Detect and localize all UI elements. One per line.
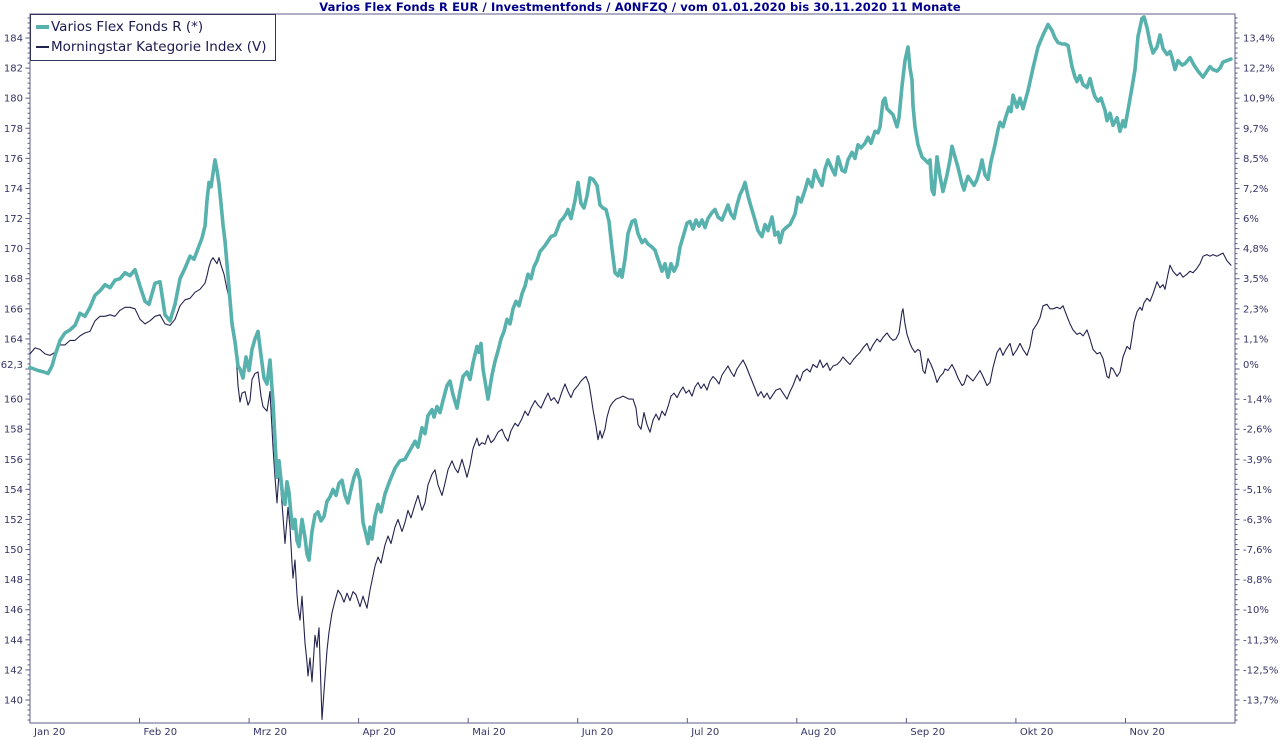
index-line	[29, 252, 1232, 721]
x-axis-month-label: Jan 20	[33, 727, 65, 738]
y-axis-left-label: 172	[4, 214, 23, 225]
chart-title: Varios Flex Fonds R EUR / Investmentfond…	[319, 0, 961, 14]
legend-label-fund: Varios Flex Fonds R (*)	[51, 19, 204, 35]
x-axis-month-label: Mai 20	[472, 727, 505, 738]
legend-item-fund: Varios Flex Fonds R (*)	[36, 17, 267, 37]
x-axis-month-label: Sep 20	[910, 727, 945, 738]
legend-label-index: Morningstar Kategorie Index (V)	[51, 39, 267, 55]
index-line-swatch	[36, 46, 49, 48]
plot-frame	[29, 13, 1236, 724]
y-axis-right-label: 1,1%	[1243, 334, 1268, 345]
x-axis-month-label: Okt 20	[1020, 727, 1054, 738]
y-axis-left-label: 148	[4, 575, 23, 586]
y-axis-right-label: 4,8%	[1243, 244, 1268, 255]
y-axis-right-label: -5,1%	[1243, 485, 1272, 496]
y-axis-right-label: 12,2%	[1243, 64, 1275, 75]
y-axis-right-label: -1,4%	[1243, 395, 1272, 406]
y-axis-right-label: 10,9%	[1243, 94, 1275, 105]
x-axis-month-label: Feb 20	[144, 727, 178, 738]
y-axis-left-label: 142	[4, 665, 23, 676]
y-axis-right-label: -13,7%	[1243, 695, 1278, 706]
y-axis-left-label: 140	[4, 695, 23, 706]
y-axis-right-label: 6%	[1243, 214, 1259, 225]
y-axis-right-label: -7,6%	[1243, 545, 1272, 556]
y-axis-right-label: -3,9%	[1243, 455, 1272, 466]
y-axis-left-label: 156	[4, 455, 23, 466]
y-axis-left-label: 178	[4, 124, 23, 135]
y-axis-left-label: 166	[4, 304, 23, 315]
x-axis-month-label: Nov 20	[1130, 727, 1165, 738]
y-axis-left-label: 164	[4, 334, 23, 345]
y-axis-right-label: 13,4%	[1243, 34, 1275, 45]
y-axis-left-label: 170	[4, 244, 23, 255]
y-axis-left-label: 150	[4, 545, 23, 556]
y-axis-left-label: 180	[4, 94, 23, 105]
y-axis-right-label: 8,5%	[1243, 154, 1268, 165]
y-axis-right-label: 2,3%	[1243, 304, 1268, 315]
y-axis-left-label: 168	[4, 274, 23, 285]
fund-line-swatch	[36, 25, 49, 29]
y-axis-left-label: 152	[4, 515, 23, 526]
y-axis-left-label: 162,3	[0, 360, 23, 371]
x-axis-month-label: Jun 20	[581, 727, 614, 738]
y-axis-right-label: -6,3%	[1243, 515, 1272, 526]
y-axis-right-label: -12,5%	[1243, 665, 1278, 676]
y-axis-left-label: 182	[4, 64, 23, 75]
y-axis-right-label: -8,8%	[1243, 575, 1272, 586]
y-axis-left-label: 146	[4, 605, 23, 616]
x-axis-month-label: Aug 20	[801, 727, 836, 738]
y-axis-right-label: -10%	[1243, 605, 1269, 616]
legend-item-index: Morningstar Kategorie Index (V)	[36, 37, 267, 57]
y-axis-right-label: 0%	[1243, 360, 1259, 371]
y-axis-right-label: -11,3%	[1243, 635, 1278, 646]
y-axis-left-label: 184	[4, 34, 23, 45]
y-axis-left-label: 160	[4, 395, 23, 406]
y-axis-left-label: 174	[4, 184, 23, 195]
x-axis-month-label: Jul 20	[690, 727, 719, 738]
y-axis-left-label: 176	[4, 154, 23, 165]
y-axis-left-label: 144	[4, 635, 23, 646]
y-axis-right-label: 7,2%	[1243, 184, 1268, 195]
fund-line	[28, 15, 1233, 562]
x-axis-month-label: Mrz 20	[253, 727, 287, 738]
y-axis-right-label: 3,5%	[1243, 274, 1268, 285]
x-axis-month-label: Apr 20	[363, 727, 396, 738]
y-axis-left-label: 154	[4, 485, 23, 496]
legend: Varios Flex Fonds R (*) Morningstar Kate…	[30, 14, 276, 61]
y-axis-left-label: 158	[4, 425, 23, 436]
y-axis-right-label: -2,6%	[1243, 425, 1272, 436]
y-axis-right-label: 9,7%	[1243, 124, 1268, 135]
